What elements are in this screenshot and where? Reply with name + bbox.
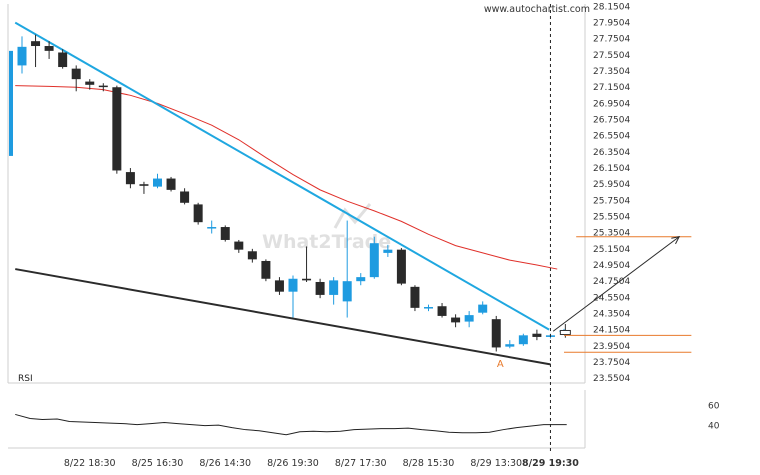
moving-average-line bbox=[15, 85, 558, 270]
time-tick-label: 8/26 19:30 bbox=[267, 458, 319, 469]
price-tick-label: 25.5504 bbox=[593, 212, 630, 222]
candle-body bbox=[396, 249, 406, 284]
time-tick-label: 8/22 18:30 bbox=[64, 458, 116, 469]
forecast-arrow-line bbox=[552, 236, 680, 332]
candle-body bbox=[410, 286, 420, 308]
candle-body bbox=[247, 251, 257, 260]
price-tick-label: 23.9504 bbox=[593, 342, 630, 352]
price-tick-label: 27.3504 bbox=[593, 67, 630, 77]
forecast-arrow-head bbox=[671, 236, 681, 245]
candle-body bbox=[491, 319, 501, 348]
rsi-tick-label: 60 bbox=[708, 401, 720, 411]
price-tick-label: 26.3504 bbox=[593, 148, 630, 158]
candle-body bbox=[31, 41, 41, 47]
rsi-tick-label: 40 bbox=[708, 422, 720, 432]
candle-body bbox=[437, 306, 447, 316]
candle-body bbox=[17, 46, 27, 66]
candle-body bbox=[329, 280, 339, 295]
price-tick-label: 24.5504 bbox=[593, 293, 630, 303]
candle-body bbox=[220, 227, 230, 240]
price-tick-label: 24.1504 bbox=[593, 326, 630, 336]
candle-body bbox=[315, 281, 325, 295]
time-tick-label: 8/29 13:30 bbox=[470, 458, 522, 469]
candle-body bbox=[369, 243, 379, 278]
candle-body bbox=[261, 260, 271, 279]
candle-body bbox=[44, 46, 54, 51]
candle-body bbox=[451, 317, 461, 323]
candle-body bbox=[180, 191, 190, 203]
candle-body bbox=[153, 178, 162, 187]
candle-body bbox=[166, 178, 176, 190]
candle-body bbox=[98, 85, 108, 88]
price-tick-label: 25.1504 bbox=[593, 245, 630, 255]
candle-body bbox=[532, 333, 542, 337]
price-tick-label: 24.9504 bbox=[593, 261, 630, 271]
price-tick-label: 26.5504 bbox=[593, 132, 630, 142]
rsi-title: RSI bbox=[18, 374, 33, 384]
forecast-candle-body bbox=[559, 329, 571, 336]
resistance-trendline bbox=[14, 21, 550, 331]
candle-body bbox=[478, 304, 488, 313]
candle-body bbox=[193, 204, 203, 223]
price-tick-label: 26.7504 bbox=[593, 116, 630, 126]
candle-body bbox=[424, 307, 433, 309]
candle-body bbox=[342, 281, 352, 302]
candle-body bbox=[58, 52, 68, 68]
price-tick-label: 25.9504 bbox=[593, 180, 630, 190]
logo-text: What2Trade bbox=[262, 231, 391, 253]
candle-body bbox=[464, 315, 474, 322]
candle-body bbox=[139, 184, 149, 186]
price-tick-label: 26.9504 bbox=[593, 99, 630, 109]
price-tick-label: 27.1504 bbox=[593, 83, 630, 93]
candle-body bbox=[234, 241, 244, 250]
candle-body bbox=[71, 68, 81, 80]
price-tick-label: 24.3504 bbox=[593, 309, 630, 319]
candle-body bbox=[112, 87, 122, 171]
rsi-line bbox=[15, 413, 567, 436]
candle-body bbox=[383, 249, 393, 253]
watermark-text: www.autochartist.com bbox=[484, 4, 590, 15]
time-tick-label: 8/26 14:30 bbox=[199, 458, 251, 469]
price-tick-label: 27.7504 bbox=[593, 35, 630, 45]
price-tick-label: 23.5504 bbox=[593, 374, 630, 384]
pattern-point-label: A bbox=[497, 359, 504, 370]
candle-body bbox=[125, 172, 135, 185]
price-tick-label: 24.7504 bbox=[593, 277, 630, 287]
candle-body bbox=[85, 81, 95, 85]
time-tick-label: 8/28 15:30 bbox=[403, 458, 455, 469]
price-tick-label: 27.9504 bbox=[593, 19, 630, 29]
candle-body bbox=[302, 278, 312, 281]
clipped-candle-body bbox=[9, 50, 13, 156]
time-tick-label: 8/29 19:30 bbox=[522, 458, 579, 469]
time-tick-label: 8/25 16:30 bbox=[132, 458, 184, 469]
price-tick-label: 23.7504 bbox=[593, 358, 630, 368]
candle-body bbox=[518, 335, 528, 345]
price-tick-label: 26.1504 bbox=[593, 164, 630, 174]
candle-body bbox=[505, 344, 515, 347]
price-tick-label: 25.7504 bbox=[593, 196, 630, 206]
price-tick-label: 28.1504 bbox=[593, 2, 630, 12]
candle-body bbox=[274, 280, 284, 292]
candle-body bbox=[356, 277, 366, 282]
support-trendline bbox=[15, 268, 551, 366]
candle-body bbox=[207, 227, 217, 229]
price-tick-label: 27.5504 bbox=[593, 51, 630, 61]
candle-body bbox=[288, 278, 298, 292]
time-tick-label: 8/27 17:30 bbox=[335, 458, 387, 469]
price-tick-label: 25.3504 bbox=[593, 229, 630, 239]
